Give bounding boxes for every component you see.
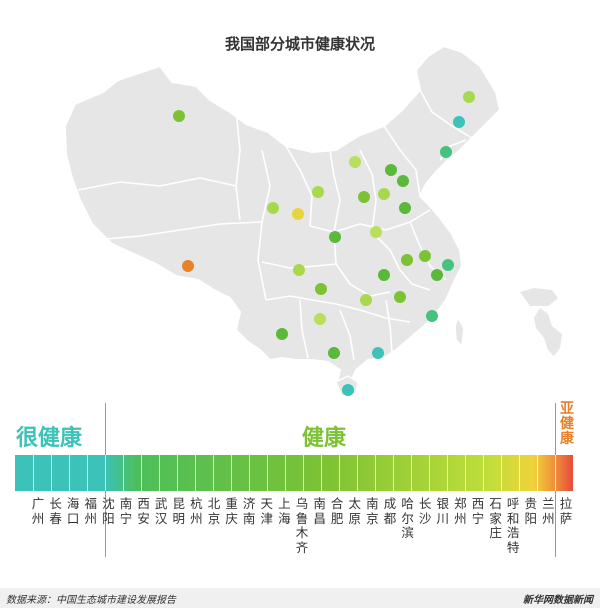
city-label: 兰州 bbox=[542, 496, 555, 526]
city-label: 银川 bbox=[436, 496, 450, 526]
city-marker bbox=[453, 116, 465, 128]
islands-inset-2 bbox=[534, 308, 562, 356]
city-label: 南宁 bbox=[119, 496, 133, 526]
islands-inset bbox=[520, 288, 558, 306]
city-label: 呼和浩特 bbox=[506, 496, 520, 555]
data-source: 数据来源：中国生态城市建设发展报告 bbox=[6, 595, 176, 606]
sub-healthy-label: 亚健康 bbox=[560, 401, 574, 447]
city-label: 广州 bbox=[31, 496, 45, 526]
china-outline bbox=[63, 44, 562, 397]
city-marker bbox=[426, 310, 438, 322]
taiwan-island bbox=[454, 316, 465, 348]
city-marker bbox=[385, 164, 397, 176]
city-label: 贵阳 bbox=[524, 496, 538, 526]
city-marker bbox=[358, 191, 370, 203]
city-marker bbox=[292, 208, 304, 220]
city-marker bbox=[370, 226, 382, 238]
city-label: 郑州 bbox=[454, 496, 467, 526]
city-marker bbox=[312, 186, 324, 198]
city-label: 杭州 bbox=[190, 496, 203, 526]
city-label: 重庆 bbox=[225, 496, 238, 526]
city-label: 海口 bbox=[66, 496, 80, 526]
city-marker bbox=[378, 269, 390, 281]
city-label: 乌鲁木齐 bbox=[295, 496, 309, 555]
very-healthy-label: 很健康 bbox=[16, 426, 83, 451]
city-label: 太原 bbox=[348, 496, 362, 526]
healthy-label: 健康 bbox=[302, 426, 347, 451]
city-marker bbox=[314, 313, 326, 325]
city-label: 南京 bbox=[366, 496, 379, 526]
city-marker bbox=[315, 283, 327, 295]
city-marker bbox=[267, 202, 279, 214]
city-marker bbox=[360, 294, 372, 306]
city-label: 石家庄 bbox=[489, 496, 502, 540]
city-marker bbox=[442, 259, 454, 271]
city-label: 拉萨 bbox=[559, 496, 573, 526]
city-label: 长沙 bbox=[418, 496, 432, 526]
city-label: 合肥 bbox=[330, 496, 344, 526]
city-marker bbox=[463, 91, 475, 103]
city-label: 沈阳 bbox=[102, 496, 115, 526]
city-label: 昆明 bbox=[172, 496, 186, 526]
city-label: 福州 bbox=[84, 496, 98, 526]
map-title: 我国部分城市健康状况 bbox=[224, 35, 375, 53]
city-marker bbox=[394, 291, 406, 303]
city-label: 北京 bbox=[207, 496, 221, 526]
city-marker bbox=[399, 202, 411, 214]
city-marker bbox=[173, 110, 185, 122]
city-label: 南昌 bbox=[313, 496, 326, 526]
city-label: 长春 bbox=[49, 496, 62, 526]
city-marker bbox=[440, 146, 452, 158]
city-label: 哈尔滨 bbox=[401, 496, 414, 540]
city-marker bbox=[328, 347, 340, 359]
city-label: 济南 bbox=[242, 496, 256, 526]
city-marker bbox=[401, 254, 413, 266]
city-label: 武汉 bbox=[154, 496, 168, 526]
city-label: 成都 bbox=[383, 496, 397, 526]
city-label: 天津 bbox=[260, 496, 274, 526]
city-marker bbox=[329, 231, 341, 243]
brand-credit: 新华网数据新闻 bbox=[523, 595, 593, 606]
city-marker bbox=[293, 264, 305, 276]
health-gradient-bar bbox=[15, 455, 573, 491]
city-label: 上海 bbox=[278, 496, 291, 526]
city-marker bbox=[182, 260, 194, 272]
city-marker bbox=[342, 384, 354, 396]
city-marker bbox=[349, 156, 361, 168]
city-marker bbox=[378, 188, 390, 200]
city-marker bbox=[276, 328, 288, 340]
city-label: 西宁 bbox=[471, 496, 485, 526]
city-label: 西安 bbox=[137, 496, 150, 526]
footer: 数据来源：中国生态城市建设发展报告 新华网数据新闻 bbox=[0, 588, 600, 608]
city-markers bbox=[173, 91, 475, 396]
city-marker bbox=[372, 347, 384, 359]
city-marker bbox=[431, 269, 443, 281]
city-marker bbox=[397, 175, 409, 187]
city-marker bbox=[419, 250, 431, 262]
china-map bbox=[63, 44, 562, 397]
